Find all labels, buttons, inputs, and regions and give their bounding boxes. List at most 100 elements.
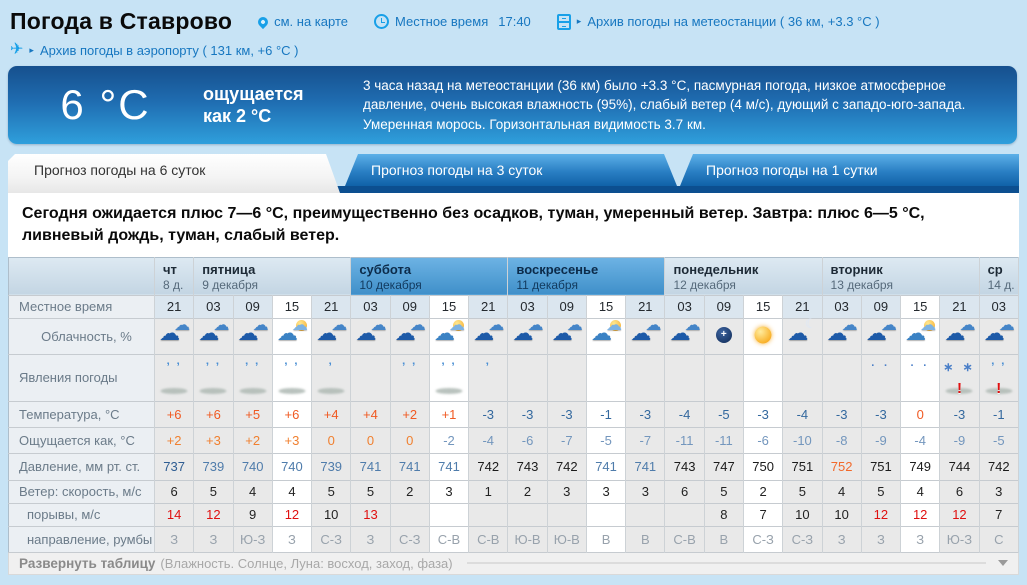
wind_speed-cell: 3 [429, 480, 470, 504]
tabbar-underline [8, 186, 1019, 193]
tab-forecast-6-days[interactable]: Прогноз погоды на 6 суток [8, 154, 340, 193]
phenomena-marks: ’ ’ [273, 355, 311, 401]
pressure-cell: 739 [311, 453, 352, 481]
wind_speed-cell: 3 [978, 480, 1020, 504]
feels-cell: -6 [743, 427, 784, 454]
temperature-cell: +6 [154, 401, 195, 428]
day-header: суббота 10 декабря [350, 257, 509, 296]
feels-cell: 0 [311, 427, 352, 454]
row-label: Ветер: скорость, м/с [8, 480, 155, 504]
cloudiness-cell: ☾ ☁ [782, 317, 823, 355]
feels-cell: -2 [429, 427, 470, 454]
expand-divider-line [466, 562, 986, 565]
feels-row: Ощущается как, °C +2 +3 +2 +3 0 0 0 -2 -4 -6 -7 -5 -7… [8, 427, 1020, 454]
wind_dir-cell: С-В [429, 526, 470, 553]
temperature-cell: +6 [272, 401, 313, 428]
tab-forecast-3-days[interactable]: Прогноз погоды на 3 суток [345, 154, 677, 186]
wind_dir-cell: З [193, 526, 234, 553]
temperature-cell: -3 [743, 401, 784, 428]
wind_speed-cell: 5 [350, 480, 391, 504]
wind_gusts-cell: 12 [861, 503, 902, 527]
wind_gusts-cell: 7 [978, 503, 1020, 527]
pressure-cell: 741 [625, 453, 666, 481]
local-time-value: 17:40 [498, 14, 531, 29]
phenomena-marks: ’ [469, 355, 507, 401]
wind_gusts-cell: 9 [233, 503, 273, 527]
time-cell: 09 [547, 295, 587, 319]
row-label: Температура, °C [8, 401, 155, 428]
cloudiness-cell: ☁ ☁ [664, 317, 705, 355]
feels-cell: 0 [350, 427, 391, 454]
temperature-cell: -5 [704, 401, 744, 428]
wind_gusts-cell [664, 503, 705, 527]
feels-cell: -8 [821, 427, 862, 454]
wind_dir-cell: С-В [664, 526, 705, 553]
moon-stars-icon: + [706, 320, 742, 350]
forecast-table-body: чт 8 д. пятница 9 декабря суббота 10 декабря в… [8, 257, 1020, 553]
phenomena-cell: ’ ’ [272, 354, 313, 402]
feels-cell: +2 [233, 427, 273, 454]
phenomena-marks: ’ ’ [155, 355, 193, 401]
drizzle-icon: ’ ’ [205, 359, 222, 374]
feels-cell: -5 [586, 427, 627, 454]
station-archive-link[interactable]: ▸ Архив погоды на метеостанции ( 36 км, … [556, 13, 880, 30]
temperature-cell: +4 [311, 401, 352, 428]
wind_dir-cell: В [704, 526, 744, 553]
phenomena-marks: ’ ’ [391, 355, 429, 401]
warning-icon: ! [956, 379, 962, 397]
time-cell: 03 [978, 295, 1020, 319]
phenomena-marks [626, 355, 664, 401]
wind_dir-cell: С-З [782, 526, 823, 553]
fog-icon [278, 387, 306, 394]
clouds-icon: ☁ ☁ [473, 316, 505, 345]
wind_gusts-cell [625, 503, 666, 527]
fog-icon [945, 387, 973, 394]
clouds-icon: ☁ ☁ [355, 316, 387, 345]
phenomena-marks [508, 355, 546, 401]
wind_dir-cell: З [900, 526, 941, 553]
pressure-cell: 742 [468, 453, 509, 481]
snow_light-icon: · · [871, 359, 891, 372]
time-cell: 21 [782, 295, 823, 319]
wind_speed-cell: 6 [154, 480, 195, 504]
feels-cell: -9 [861, 427, 902, 454]
phenomena-cell: ’ ’ [429, 354, 470, 402]
tab-forecast-1-day[interactable]: Прогноз погоды на 1 сутки [680, 154, 1019, 186]
feels-like: ощущается как 2 °C [203, 83, 304, 127]
phenomena-cell [782, 354, 823, 402]
day-header: пятница 9 декабря [193, 257, 352, 296]
time-cell: 21 [625, 295, 666, 319]
expand-table-button[interactable]: Развернуть таблицу (Влажность. Солнце, Л… [8, 552, 1019, 575]
time-cell: 03 [350, 295, 391, 319]
cloud-sun-icon: ☁ ☁ [591, 316, 623, 345]
wind_speed-row: Ветер: скорость, м/с 6 5 4 4 5 5 2 3 1 2 3 3 3 6 5 2 5 4 5 4… [8, 480, 1020, 504]
cloudiness-cell: ☁ ☁ [821, 317, 862, 355]
wind_gusts-cell: 10 [311, 503, 352, 527]
wind_gusts-cell [547, 503, 587, 527]
pressure-cell: 747 [704, 453, 744, 481]
temperature-cell: +2 [390, 401, 430, 428]
wind_gusts-cell [429, 503, 470, 527]
phenomena-cell: ’ [311, 354, 352, 402]
wind_gusts-cell: 12 [272, 503, 313, 527]
pressure-cell: 741 [586, 453, 627, 481]
phenomena-cell: · · [861, 354, 902, 402]
row-label: Облачность, % [8, 318, 155, 355]
wind_gusts-cell: 10 [782, 503, 823, 527]
cloud-sun-icon: ☁ ☁ [905, 316, 937, 345]
cloudiness-cell: ☁ ☁ [390, 317, 430, 355]
warning-icon: ! [996, 379, 1002, 397]
pressure-cell: 739 [193, 453, 234, 481]
cloudiness-cell: ☁ ☁ [507, 317, 548, 355]
time-cell: 03 [193, 295, 234, 319]
map-link[interactable]: см. на карте [256, 14, 348, 29]
clouds-icon: ☁ ☁ [865, 316, 897, 345]
row-label: Ощущается как, °C [8, 427, 155, 454]
phenomena-cell: ’ ’! [978, 354, 1020, 402]
temperature-cell: +4 [350, 401, 391, 428]
temperature-cell: -3 [547, 401, 587, 428]
airport-archive-link[interactable]: ✈ ▸ Архив погоды в аэропорту ( 131 км, +… [10, 41, 299, 58]
plane-icon: ✈ [10, 41, 24, 58]
time-cell: 15 [900, 295, 941, 319]
temperature-cell: -4 [782, 401, 823, 428]
